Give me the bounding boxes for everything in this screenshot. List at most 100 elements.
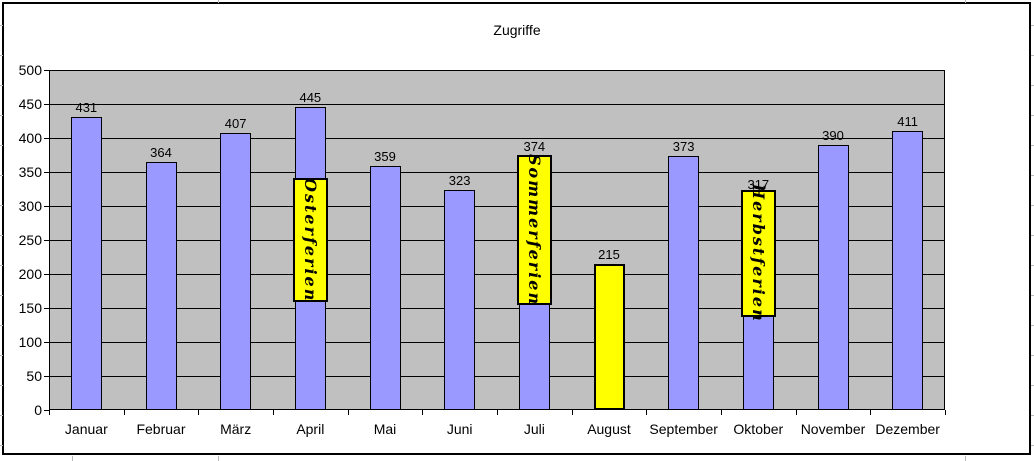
- worksheet-gridline-stub: [0, 235, 3, 236]
- bar-september[interactable]: [668, 156, 700, 410]
- x-axis-label-dezember: Dezember: [875, 421, 940, 437]
- x-axis-tick: [721, 410, 722, 415]
- y-axis-tick: [44, 70, 49, 71]
- bar-juni[interactable]: [444, 190, 476, 410]
- value-label-märz: 407: [224, 116, 247, 132]
- x-axis-label-juli: Juli: [523, 421, 545, 437]
- worksheet-gridline-stub: [0, 445, 3, 446]
- x-axis-tick: [347, 410, 349, 415]
- worksheet-gridline-stub: [1031, 25, 1034, 26]
- y-axis-label: 300: [18, 198, 42, 214]
- y-axis-label: 450: [18, 96, 42, 112]
- worksheet-gridline-stub: [965, 0, 966, 3]
- y-axis-label: 400: [18, 130, 42, 146]
- x-axis-label-august: August: [587, 421, 631, 437]
- annotation-text: Sommerferien: [524, 154, 544, 307]
- gridline-200: [49, 274, 945, 275]
- x-axis-tick: [273, 410, 274, 415]
- x-axis-tick: [795, 410, 797, 415]
- bar-august[interactable]: [593, 263, 625, 410]
- bar-märz[interactable]: [220, 133, 252, 410]
- y-axis-tick: [44, 104, 49, 105]
- y-axis-label: 200: [18, 266, 42, 282]
- bar-februar[interactable]: [145, 162, 177, 410]
- value-label-mai: 359: [374, 148, 396, 164]
- worksheet-gridline-stub: [1031, 325, 1034, 326]
- worksheet-gridline-stub: [0, 205, 3, 206]
- x-axis-label-september: September: [649, 421, 718, 437]
- gridline-50: [49, 376, 945, 377]
- worksheet-gridline-stub: [1031, 145, 1034, 146]
- bar-november[interactable]: [817, 144, 849, 410]
- annotation-herbstferien[interactable]: Herbstferien: [740, 184, 776, 323]
- x-axis-label-mai: Mai: [373, 421, 397, 437]
- worksheet-gridline-stub: [1031, 385, 1034, 386]
- worksheet-gridline-stub: [0, 175, 3, 176]
- value-label-oktober: 317: [747, 177, 770, 193]
- y-axis-label: 500: [18, 62, 42, 78]
- y-axis-tick: [44, 342, 49, 343]
- value-label-dezember: 411: [897, 113, 919, 129]
- worksheet-gridline-stub: [1031, 85, 1034, 86]
- y-axis-label: 50: [26, 368, 42, 384]
- worksheet-gridline-stub: [0, 115, 3, 116]
- x-axis-label-november: November: [800, 421, 866, 437]
- x-axis-tick: [422, 410, 424, 415]
- x-axis-label-april: April: [296, 421, 325, 437]
- worksheet-gridline-stub: [0, 355, 3, 356]
- x-axis-tick: [49, 410, 50, 415]
- worksheet-gridline-stub: [0, 385, 3, 386]
- gridline-350: [49, 172, 945, 173]
- worksheet-gridline-stub: [218, 0, 219, 3]
- y-axis-tick: [44, 138, 49, 139]
- worksheet-gridline-stub: [965, 456, 966, 461]
- gridline-100: [49, 342, 945, 343]
- value-label-juni: 323: [448, 173, 471, 189]
- x-axis-tick: [646, 410, 648, 415]
- y-axis-label: 150: [18, 300, 42, 316]
- gridline-300: [49, 206, 945, 207]
- value-label-april: 445: [299, 90, 322, 106]
- y-axis-label: 250: [18, 232, 42, 248]
- annotation-text: Herbstferien: [748, 183, 768, 323]
- worksheet-gridline-stub: [1031, 415, 1034, 416]
- worksheet-gridline-stub: [1031, 445, 1034, 446]
- value-label-september: 373: [672, 139, 695, 155]
- value-label-august: 215: [598, 246, 620, 262]
- x-axis-tick: [198, 410, 200, 415]
- value-label-juli: 374: [523, 138, 546, 154]
- x-axis-tick: [123, 410, 125, 415]
- value-label-februar: 364: [150, 145, 172, 161]
- annotation-osterferien[interactable]: Osterferien: [292, 178, 328, 302]
- x-axis-label-januar: Januar: [64, 421, 108, 437]
- value-label-november: 390: [822, 127, 844, 143]
- y-axis-tick: [44, 376, 49, 377]
- y-axis-tick: [44, 240, 49, 241]
- x-axis-label-märz: März: [220, 421, 252, 437]
- worksheet-gridline-stub: [0, 145, 3, 146]
- worksheet-gridline-stub: [1031, 175, 1034, 176]
- annotation-sommerferien[interactable]: Sommerferien: [516, 154, 552, 307]
- gridline-250: [49, 240, 945, 241]
- x-axis-tick: [497, 410, 498, 415]
- worksheet-gridline-stub: [1031, 115, 1034, 116]
- worksheet-gridline-stub: [0, 25, 3, 26]
- y-axis-label: 350: [18, 164, 42, 180]
- gridline-150: [49, 308, 945, 309]
- y-axis-tick: [44, 274, 49, 275]
- worksheet-gridline-stub: [0, 55, 3, 56]
- x-axis-tick: [945, 410, 946, 415]
- y-axis-tick: [44, 206, 49, 207]
- bar-mai[interactable]: [369, 165, 401, 410]
- worksheet-gridline-stub: [1031, 235, 1034, 236]
- worksheet-gridline-stub: [0, 85, 3, 86]
- x-axis-tick: [571, 410, 573, 415]
- worksheet-gridline-stub: [218, 456, 219, 461]
- value-label-januar: 431: [75, 99, 98, 115]
- worksheet-gridline-stub: [1031, 355, 1034, 356]
- bar-januar[interactable]: [70, 116, 102, 410]
- y-axis-label: 100: [18, 334, 42, 350]
- bar-dezember[interactable]: [892, 130, 924, 410]
- y-axis-label: 0: [34, 402, 42, 418]
